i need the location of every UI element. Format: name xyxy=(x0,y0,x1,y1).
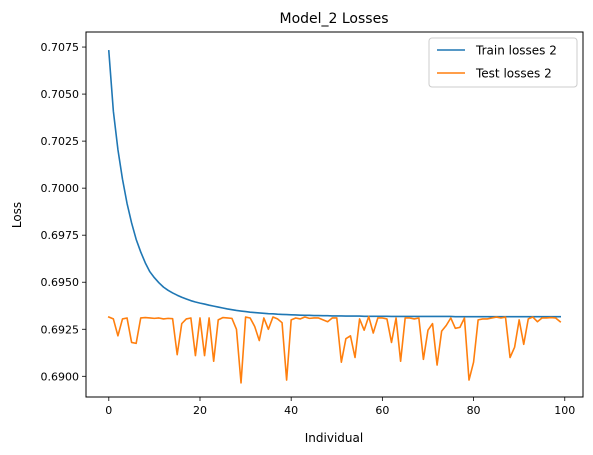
x-axis: 0 20 40 60 80 100 xyxy=(105,397,575,417)
y-tick-label: 0.6925 xyxy=(41,323,80,336)
y-axis-label: Loss xyxy=(10,202,24,228)
chart-title: Model_2 Losses xyxy=(279,11,388,27)
legend-label-test: Test losses 2 xyxy=(475,67,552,81)
plot-frame xyxy=(85,31,584,398)
y-tick-label: 0.7025 xyxy=(41,135,80,148)
x-tick-label: 100 xyxy=(554,404,575,417)
y-tick-label: 0.7050 xyxy=(41,88,80,101)
y-tick-label: 0.7075 xyxy=(41,41,80,54)
series-line-train xyxy=(107,49,562,318)
plot-lines xyxy=(107,49,562,384)
x-tick-label: 40 xyxy=(284,404,298,417)
y-axis: 0.6900 0.6925 0.6950 0.6975 0.7000 0.7025 0.70… xyxy=(41,41,86,383)
x-tick-label: 60 xyxy=(375,404,389,417)
y-tick-label: 0.6950 xyxy=(41,276,80,289)
x-tick-label: 80 xyxy=(467,404,481,417)
x-tick-label: 20 xyxy=(193,404,207,417)
legend-box xyxy=(428,37,578,88)
x-tick-label: 0 xyxy=(105,404,112,417)
y-tick-label: 0.6975 xyxy=(41,229,80,242)
y-tick-label: 0.6900 xyxy=(41,370,80,383)
series-line-test xyxy=(107,315,562,384)
legend: Train losses 2 Test losses 2 xyxy=(428,37,578,88)
legend-label-train: Train losses 2 xyxy=(475,44,557,58)
y-tick-label: 0.7000 xyxy=(41,182,80,195)
x-axis-label: Individual xyxy=(305,431,363,445)
